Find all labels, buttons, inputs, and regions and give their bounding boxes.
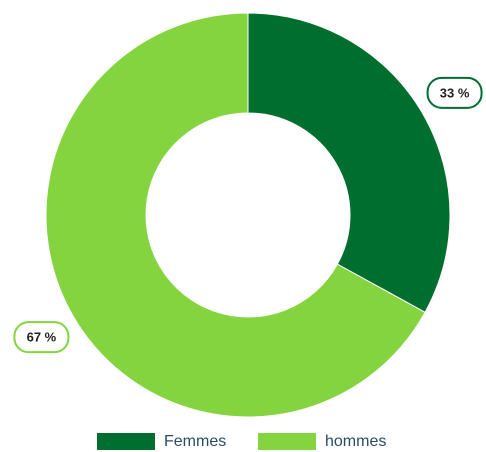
legend-swatch [97, 433, 155, 450]
value-label: 67 % [27, 330, 57, 345]
legend-label: hommes [325, 433, 386, 450]
value-label: 33 % [440, 85, 470, 100]
slice [45, 12, 426, 418]
slice [247, 12, 451, 313]
legend-swatch [258, 433, 316, 450]
value-label-box [13, 321, 70, 354]
legend-label: Femmes [164, 433, 226, 450]
value-label-box [426, 76, 483, 109]
